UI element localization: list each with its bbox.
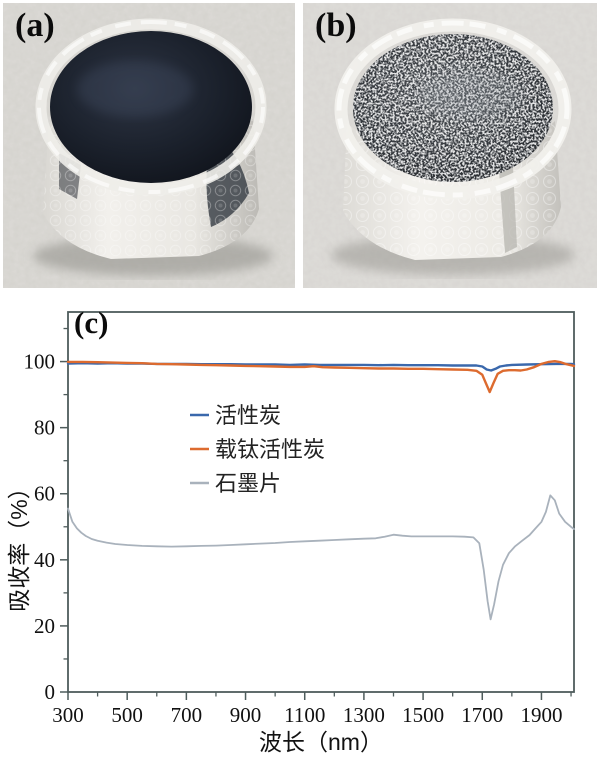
panel-b-label: (b): [315, 7, 357, 44]
series-graphite-sheet: [67, 494, 575, 621]
sample-cylinder: [35, 18, 267, 259]
y-tick-label: 0: [45, 680, 56, 704]
y-tick-label: 20: [34, 614, 55, 638]
y-tick-label: 60: [34, 482, 55, 506]
wrap-rim-glint: [37, 20, 265, 194]
panel-c-label: (c): [74, 305, 109, 340]
series-ti-loaded-activated-carbon: [66, 359, 576, 394]
ti-carbon-sheen: [419, 71, 523, 119]
x-tick-label: 1100: [284, 703, 325, 727]
x-tick-label: 1700: [461, 703, 503, 727]
sample-cylinder: [334, 18, 572, 260]
x-tick-label: 500: [111, 703, 143, 727]
carbon-top-sheen: [77, 61, 193, 117]
legend-label-series-ti-loaded-activated-carbon: 载钛活性炭: [215, 437, 325, 462]
x-tick-label: 1500: [402, 703, 444, 727]
y-axis-title: 吸收率（%）: [6, 476, 32, 611]
y-tick-label: 40: [34, 548, 55, 572]
y-tick-label: 100: [24, 350, 56, 374]
legend-label-series-activated-carbon: 活性炭: [215, 403, 281, 428]
absorptance-line-chart: 300 500 700 900 1100 1300 1500 1700 1900 0 20 40 60 8…: [6, 311, 576, 755]
sample-photo-activated-carbon: [3, 3, 295, 288]
x-tick-label: 1900: [520, 703, 562, 727]
plot-border: [67, 311, 575, 693]
x-axis-title: 波长（nm）: [259, 729, 383, 755]
x-tick-label: 1300: [343, 703, 385, 727]
x-tick-label: 700: [171, 703, 203, 727]
x-tick-label: 900: [230, 703, 262, 727]
wrap-rim-glint: [336, 20, 570, 198]
photo-panel-a: (a): [3, 3, 295, 288]
absorptance-chart-panel: 300 500 700 900 1100 1300 1500 1700 1900 0 20 40 60 8…: [0, 295, 600, 762]
photo-panel-b: (b): [303, 3, 597, 288]
legend-label-series-graphite-sheet: 石墨片: [215, 471, 281, 496]
x-tick-label: 300: [52, 703, 84, 727]
panel-a-label: (a): [15, 7, 55, 44]
sample-photo-ti-loaded-carbon: [303, 3, 597, 288]
y-tick-label: 80: [34, 416, 55, 440]
